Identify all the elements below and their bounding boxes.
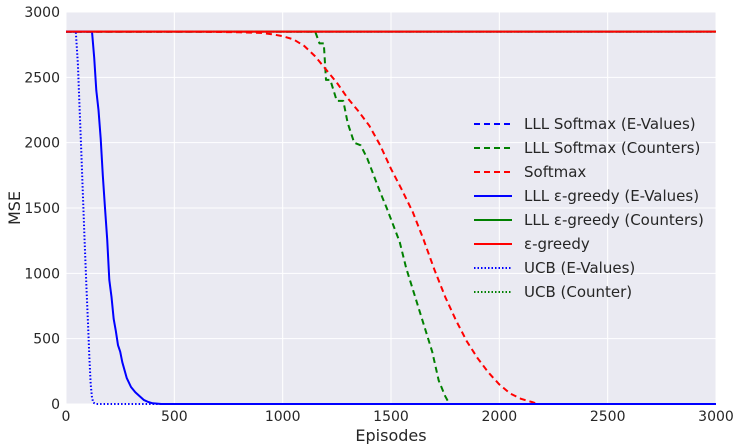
- legend-label: LLL Softmax (E-Values): [524, 115, 696, 133]
- series-line-3: [66, 30, 716, 405]
- legend: LLL Softmax (E-Values) LLL Softmax (Count…: [474, 115, 704, 301]
- y-tick-label: 500: [33, 332, 60, 348]
- y-tick-label: 1500: [24, 201, 60, 217]
- x-tick-label: 0: [62, 409, 71, 425]
- x-axis-ticks: 0 500 1000 1500 2000 2500 3000: [62, 409, 734, 425]
- legend-label: UCB (Counter): [524, 283, 632, 301]
- series-layer: [66, 30, 716, 405]
- legend-label: LLL ε-greedy (Counters): [524, 211, 704, 229]
- y-axis-title: MSE: [5, 191, 24, 225]
- x-tick-label: 2500: [590, 409, 626, 425]
- x-tick-label: 1000: [265, 409, 301, 425]
- series-line-1: [66, 30, 716, 405]
- x-tick-label: 2000: [482, 409, 518, 425]
- x-tick-label: 3000: [698, 409, 734, 425]
- y-tick-label: 2000: [24, 136, 60, 152]
- y-axis-ticks: 0 500 1000 1500 2000 2500 3000: [24, 5, 60, 413]
- y-tick-label: 0: [51, 397, 60, 413]
- series-line-2: [66, 30, 716, 405]
- y-tick-label: 1000: [24, 266, 60, 282]
- x-axis-title: Episodes: [355, 426, 426, 444]
- x-tick-label: 500: [161, 409, 188, 425]
- y-tick-label: 3000: [24, 5, 60, 21]
- legend-label: ε-greedy: [524, 235, 590, 253]
- legend-label: Softmax: [524, 163, 586, 181]
- x-tick-label: 1500: [373, 409, 409, 425]
- legend-label: LLL ε-greedy (E-Values): [524, 187, 699, 205]
- y-tick-label: 2500: [24, 70, 60, 86]
- legend-label: UCB (E-Values): [524, 259, 635, 277]
- legend-label: LLL Softmax (Counters): [524, 139, 700, 157]
